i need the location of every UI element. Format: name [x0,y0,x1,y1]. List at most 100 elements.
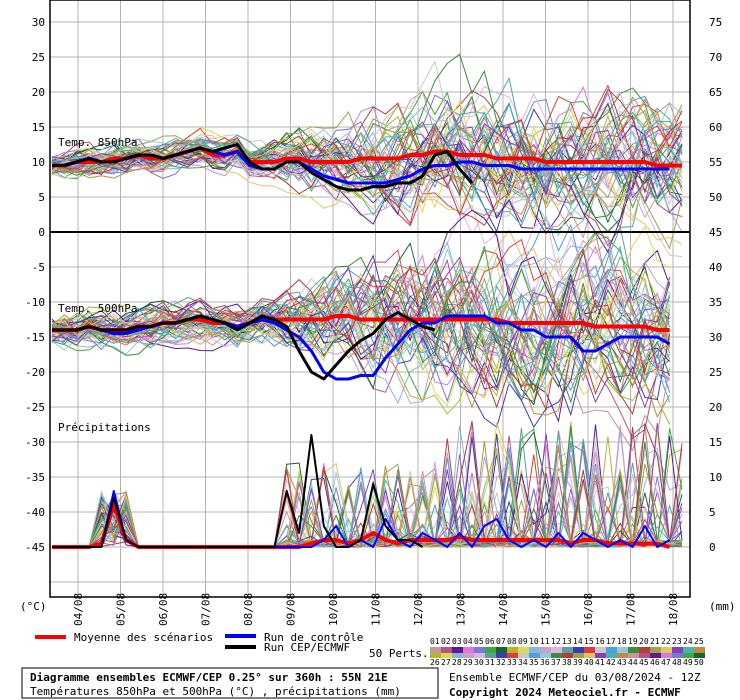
x-tick-label: 11/08 [370,593,383,626]
plot-frame [49,0,691,598]
pert-swatch-bottom [683,653,694,658]
pert-label-top: 06 [485,637,495,646]
right-tick-label: 35 [709,296,722,309]
right-tick-label: 55 [709,156,722,169]
right-tick-label: 40 [709,261,722,274]
pert-swatch-top [694,647,705,653]
pert-label-top: 25 [694,637,704,646]
pert-swatch-top [650,647,661,653]
pert-swatch-top [639,647,650,653]
pert-label-bottom: 32 [496,658,506,667]
pert-swatch-top [430,647,441,653]
legend-label-hres: Run CEP/ECMWF [264,641,350,654]
ensemble-t500-line [51,225,671,364]
pert-label-top: 22 [661,637,671,646]
right-tick-label: 60 [709,121,722,134]
left-tick-label: -40 [25,506,45,519]
footer-box [21,667,439,699]
left-tick-label: -25 [25,401,45,414]
pert-label-bottom: 34 [518,658,528,667]
pert-swatch-bottom [650,653,661,658]
pert-label-top: 20 [639,637,649,646]
x-tick-label: 09/08 [285,593,298,626]
pert-label-top: 04 [463,637,473,646]
right-tick-label: 50 [709,191,722,204]
ensemble-t500-line [51,283,671,416]
pert-swatch-top [595,647,606,653]
pert-label-bottom: 39 [573,658,583,667]
ensemble-t500-line [51,231,671,403]
pert-label-bottom: 46 [650,658,660,667]
pert-label-top: 23 [672,637,682,646]
left-tick-label: -10 [25,296,45,309]
legend-label-perts: 50 Perts. [369,647,429,660]
ensemble-t850-line [51,121,683,233]
x-tick-label: 18/08 [667,593,680,626]
right-tick-label: 25 [709,366,722,379]
pert-swatch-bottom [551,653,562,658]
ensemble-t850-line [51,60,683,258]
pert-swatch-bottom [672,653,683,658]
pert-label-bottom: 38 [562,658,572,667]
pert-label-bottom: 47 [661,658,671,667]
pert-swatch-top [441,647,452,653]
pert-swatch-bottom [694,653,705,658]
pert-swatch-bottom [606,653,617,658]
pert-label-bottom: 26 [430,658,440,667]
x-tick-label: 08/08 [242,593,255,626]
x-tick-label: 16/08 [582,593,595,626]
x-tick-label: 13/08 [455,593,468,626]
right-tick-label: 0 [709,541,716,554]
pert-label-bottom: 40 [584,658,594,667]
pert-label-bottom: 27 [441,658,451,667]
pert-label-bottom: 48 [672,658,682,667]
ensemble-t850-line [51,91,683,201]
pert-label-top: 11 [540,637,550,646]
footer-subtitle: Températures 850hPa et 500hPa (°C) , pré… [30,685,401,698]
pert-swatch-top [617,647,628,653]
x-tick-label: 04/08 [72,593,85,626]
legend: Moyenne des scénarios Run de contrôle Ru… [35,631,705,667]
pert-label-top: 18 [617,637,627,646]
pert-swatch-bottom [518,653,529,658]
pert-label-bottom: 31 [485,658,495,667]
right-tick-label: 10 [709,471,722,484]
panel-label-t850: Temp. 850hPa [58,136,137,149]
ensemble-t850-line [51,85,683,194]
ensemble-t850-line [51,76,683,185]
left-tick-label: 15 [32,121,45,134]
right-tick-label: 20 [709,401,722,414]
x-tick-label: 17/08 [625,593,638,626]
left-tick-label: -35 [25,471,45,484]
pert-swatch-top [562,647,573,653]
pert-label-bottom: 29 [463,658,473,667]
pert-label-top: 12 [551,637,561,646]
pert-label-bottom: 30 [474,658,484,667]
ensemble-t850-line [51,88,683,225]
pert-label-top: 24 [683,637,693,646]
pert-swatch-top [573,647,584,653]
x-tick-label: 10/08 [327,593,340,626]
pert-label-top: 10 [529,637,539,646]
pert-label-bottom: 35 [529,658,539,667]
footer-run-info: Ensemble ECMWF/CEP du 03/08/2024 - 12Z [449,671,701,684]
right-unit-label: (mm) [709,600,736,613]
pert-swatch-top [485,647,496,653]
right-tick-label: 45 [709,226,722,239]
pert-label-bottom: 28 [452,658,462,667]
series-t500-2 [52,311,436,381]
pert-label-top: 21 [650,637,660,646]
left-tick-label: -30 [25,436,45,449]
pert-swatch-bottom [540,653,551,658]
pert-swatch-top [463,647,474,653]
pert-swatch-bottom [507,653,518,658]
left-tick-label: -20 [25,366,45,379]
perturbation-swatches: 01 02 03 04 05 06 07 08 09 10 11 12 13 14 15 16 17 18 19 20… [430,637,705,667]
pert-label-top: 13 [562,637,572,646]
ensemble-t850-line [51,104,683,250]
pert-swatch-bottom [485,653,496,658]
pert-swatch-top [551,647,562,653]
pert-swatch-bottom [452,653,463,658]
